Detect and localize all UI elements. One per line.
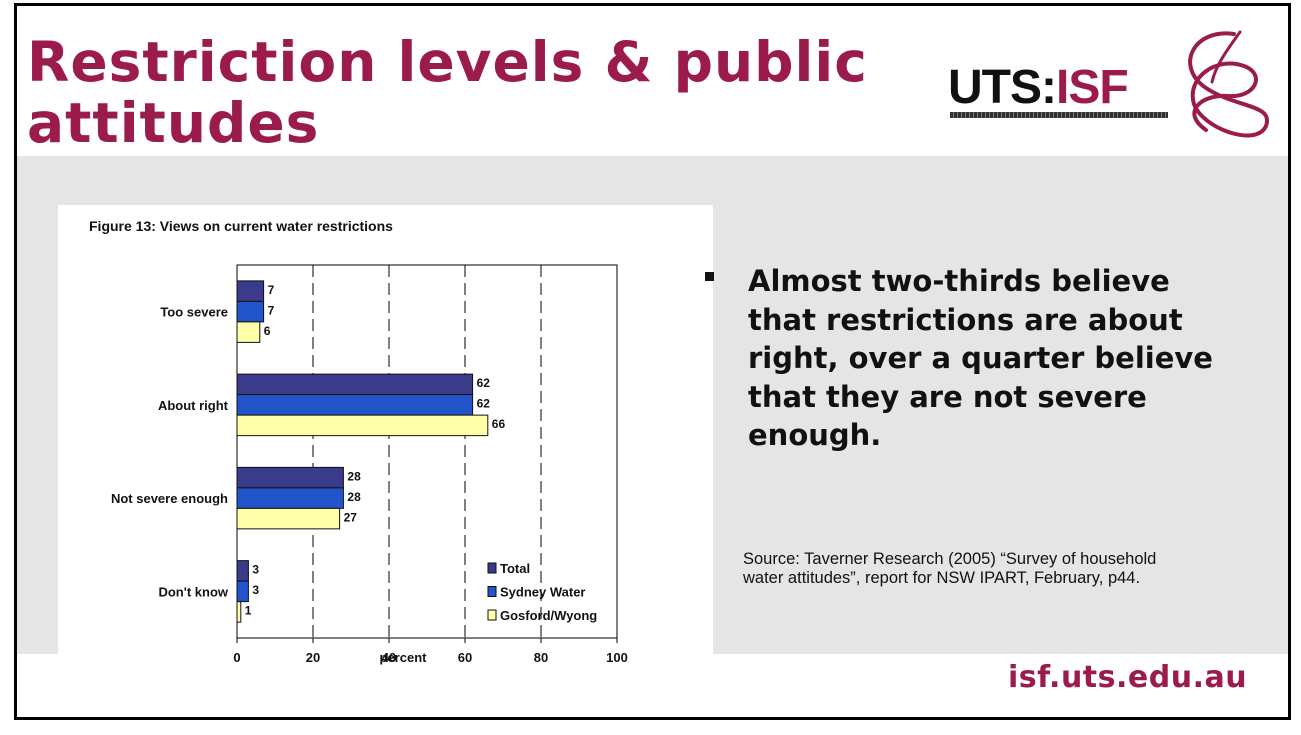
bar-layer xyxy=(236,280,489,623)
x-tick-label: 40 xyxy=(382,650,396,665)
label-layer: 0 20 40 60 80 100 percent Too severe 7 7 6 About ri… xyxy=(111,283,628,665)
footer-url: isf.uts.edu.au xyxy=(1008,660,1248,695)
category-label: About right xyxy=(158,398,229,413)
legend: Total Sydney Water Gosford/Wyong xyxy=(487,561,597,623)
plot-area-frame xyxy=(236,264,618,639)
bullet-marker xyxy=(705,272,714,281)
data-label: 62 xyxy=(477,376,491,390)
chart-title: Figure 13: Views on current water restri… xyxy=(89,218,393,234)
data-label: 62 xyxy=(477,397,491,411)
data-label: 66 xyxy=(492,417,506,431)
data-label: 28 xyxy=(347,490,361,504)
bar xyxy=(236,280,265,302)
legend-label: Gosford/Wyong xyxy=(500,608,597,623)
bar xyxy=(236,487,344,509)
bar xyxy=(236,601,242,623)
data-label: 28 xyxy=(347,469,361,483)
bar xyxy=(236,414,489,437)
logo-tagline-strip xyxy=(950,112,1168,118)
bar xyxy=(236,373,474,396)
x-tick-label: 80 xyxy=(534,650,548,665)
bar xyxy=(236,394,474,416)
uts-isf-logo: UTS:ISF xyxy=(944,26,1274,141)
legend-label: Sydney Water xyxy=(500,585,586,600)
data-label: 27 xyxy=(344,510,358,524)
x-tick-label: 20 xyxy=(306,650,320,665)
category-label: Not severe enough xyxy=(111,491,228,506)
category-label: Don't know xyxy=(158,584,228,599)
category-label: Too severe xyxy=(160,305,228,320)
data-label: 1 xyxy=(245,604,252,618)
bar xyxy=(236,300,265,323)
legend-swatch xyxy=(487,609,497,621)
source-citation: Source: Taverner Research (2005) “Survey… xyxy=(743,550,1157,587)
x-axis-label: percent xyxy=(380,650,428,665)
grid-layer xyxy=(236,264,618,643)
logo-isf-text: ISF xyxy=(1055,61,1129,114)
isf-swirl-logo-icon xyxy=(1188,30,1270,138)
bullet-text: Almost two-thirds believe that restricti… xyxy=(748,264,1213,452)
slide-title: Restriction levels & public attitudes xyxy=(27,30,868,155)
legend-label: Total xyxy=(500,561,530,576)
bar xyxy=(236,560,249,582)
legend-swatch xyxy=(487,586,497,597)
x-tick-label: 60 xyxy=(458,650,472,665)
logo-wordmark: UTS:ISF xyxy=(948,60,1129,116)
data-label: 6 xyxy=(264,324,271,338)
legend-swatch xyxy=(487,562,497,574)
logo-uts-text: UTS: xyxy=(948,61,1057,114)
x-tick-label: 0 xyxy=(233,650,240,665)
bar xyxy=(236,466,344,489)
data-label: 3 xyxy=(252,563,259,577)
bar xyxy=(236,321,261,343)
bar xyxy=(236,580,249,603)
data-label: 3 xyxy=(252,583,259,597)
data-label: 7 xyxy=(268,303,275,317)
data-label: 7 xyxy=(268,283,275,297)
x-tick-label: 100 xyxy=(606,650,628,665)
bar xyxy=(236,507,341,530)
